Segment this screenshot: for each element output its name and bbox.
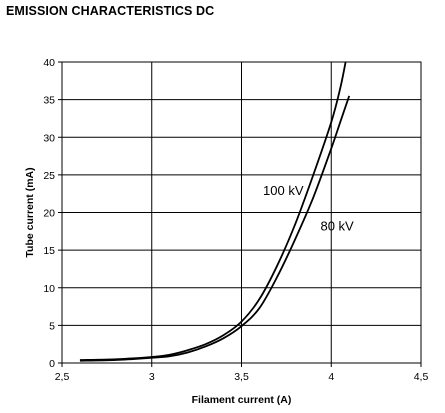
x-axis-label: Filament current (A) [192,394,292,406]
grid-lines [58,61,422,367]
series-annotations: 100 kV 80 kV [263,183,354,233]
y-tick-label: 20 [43,208,55,220]
y-tick-label: 30 [43,132,55,144]
series-line-80-kv [79,95,351,362]
tick-labels: 2,5 3 3,5 4 4,5 0 5 10 15 20 25 30 35 40 [43,57,428,383]
plot-frame [61,61,422,364]
series-line-100-kv [79,61,347,361]
y-tick-label: 5 [49,320,55,332]
y-tick-label: 0 [49,358,55,370]
y-tick-label: 35 [43,95,55,107]
y-tick-label: 25 [43,170,55,182]
series-label-100-kv: 100 kV [263,183,304,198]
series-label-80-kv: 80 kV [320,219,354,234]
y-tick-label: 15 [43,245,55,257]
x-tick-label: 4 [328,371,334,383]
x-tick-label: 3 [149,371,155,383]
x-tick-label: 4,5 [414,371,429,383]
x-tick-label: 2,5 [55,371,70,383]
y-tick-label: 10 [43,283,55,295]
series-lines [79,61,351,362]
y-axis-label: Tube current (mA) [24,167,36,257]
y-tick-label: 40 [43,57,55,69]
x-tick-label: 3,5 [234,371,249,383]
chart-title: EMISSION CHARACTERISTICS DC [6,4,215,18]
